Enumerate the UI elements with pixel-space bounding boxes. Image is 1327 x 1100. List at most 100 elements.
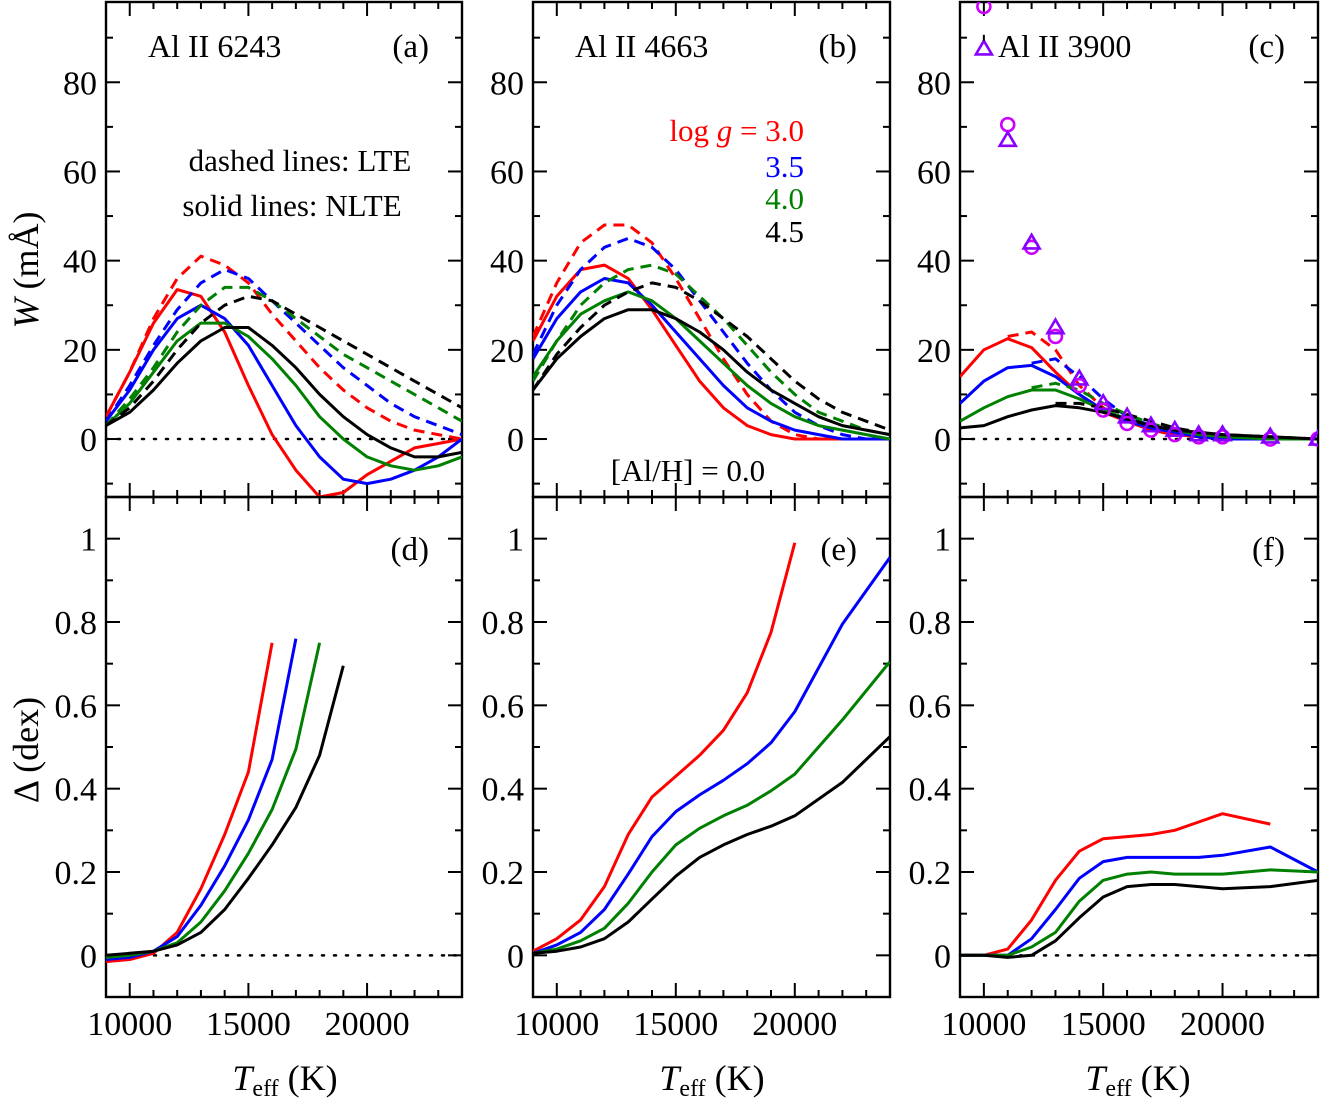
lte-line — [106, 254, 462, 441]
y-tick-label: 60 — [917, 154, 951, 191]
triangle-marker — [1140, 415, 1162, 433]
y-tick-label: 0.2 — [482, 855, 525, 892]
panel-letter: (b) — [819, 29, 857, 65]
nlte-line — [106, 321, 462, 472]
ylabel-top: W (mÅ) — [6, 212, 46, 329]
xlabel-a: Teff (K) — [232, 1058, 337, 1100]
y-tick-label: 0.6 — [909, 688, 952, 725]
nlte-line — [960, 363, 1318, 441]
triangle-marker — [1092, 392, 1114, 411]
y-tick-label: 1 — [934, 522, 951, 559]
nlte-line — [960, 812, 1271, 957]
nlte-line — [533, 556, 890, 955]
note-solid: solid lines: NLTE — [182, 188, 401, 223]
series-group — [533, 223, 890, 441]
legend-g45: 4.5 — [765, 214, 804, 249]
triangle-marker — [1259, 426, 1281, 444]
xlabel-italic: T — [232, 1058, 255, 1098]
nlte-line — [106, 665, 345, 957]
y-tick-label: 20 — [917, 333, 951, 370]
panel-f: 0 0.2 0.4 0.6 0.8 1 10000 15000 20000 (f) — [909, 495, 1320, 1043]
x-tick-label: 10000 — [87, 1006, 172, 1043]
triangle-marker — [1212, 424, 1233, 442]
circle-marker — [1047, 328, 1064, 345]
y-tick-label: 0 — [934, 422, 951, 459]
legend-g30-suffix: = 3.0 — [732, 113, 804, 148]
nlte-line — [106, 326, 462, 459]
lte-line — [533, 263, 890, 437]
nlte-line — [106, 642, 274, 964]
series-group — [960, 2, 1318, 447]
xlabel-sub: eff — [252, 1076, 278, 1100]
series-group — [533, 542, 890, 955]
y-tick-label: 0 — [507, 422, 524, 459]
x-tick-label: 20000 — [1180, 1006, 1265, 1043]
y-tick-label: 0.6 — [55, 688, 98, 725]
y-tick-label: 0.8 — [482, 605, 525, 642]
legend-g30-italic: g — [717, 113, 733, 148]
y-tick-label: 80 — [490, 65, 524, 102]
panel-letter: (a) — [392, 29, 429, 65]
y-tick-label: 40 — [917, 244, 951, 281]
triangle-marker — [1164, 419, 1186, 438]
legend-g35: 3.5 — [765, 149, 804, 184]
lte-line — [533, 236, 890, 441]
y-tick-label: 0.4 — [909, 772, 952, 809]
y-tick-label: 40 — [63, 244, 97, 281]
y-tick-label: 0 — [80, 938, 97, 975]
x-tick-label: 10000 — [941, 1006, 1026, 1043]
xlabel-sub: eff — [679, 1076, 705, 1100]
nlte-line — [533, 542, 797, 953]
panel-a: 0 20 40 60 80 (a) Al II 6243 — [63, 0, 464, 499]
circle-marker — [999, 116, 1016, 133]
panel-letter: (f) — [1252, 532, 1285, 568]
nlte-line — [106, 303, 462, 486]
panel-d: 0 0.2 0.4 0.6 0.8 1 10000 15000 20000 (d) — [55, 495, 464, 1043]
y-tick-label: 0.2 — [55, 855, 98, 892]
lte-line — [1055, 401, 1318, 441]
x-tick-label: 10000 — [514, 1006, 599, 1043]
line-name: Al II 3900 — [998, 28, 1131, 64]
y-tick-label: 0 — [80, 422, 97, 459]
series-group — [960, 812, 1318, 959]
y-tick-label: 0.2 — [909, 855, 952, 892]
legend-g30-prefix: log — [669, 113, 716, 148]
nlte-line — [960, 404, 1318, 441]
nlte-line — [533, 735, 890, 955]
y-tick-label: 0.8 — [55, 605, 98, 642]
y-tick-label: 0 — [934, 938, 951, 975]
x-tick-label: 15000 — [1061, 1006, 1146, 1043]
panel-e: 0 0.2 0.4 0.6 0.8 1 10000 15000 20000 (e) — [482, 495, 892, 1043]
plot-frame — [104, 0, 464, 499]
plot-frame — [531, 495, 892, 999]
nlte-line — [106, 642, 322, 959]
y-tick-label: 0.4 — [55, 772, 98, 809]
y-tick-label: 80 — [63, 65, 97, 102]
circle-marker — [976, 2, 992, 15]
nlte-line — [533, 290, 890, 441]
x-tick-label: 15000 — [206, 1006, 291, 1043]
xlabel-rest: (K) — [279, 1058, 338, 1098]
xlabel-italic: T — [659, 1058, 682, 1098]
legend-g30: log g = 3.0 — [669, 113, 804, 148]
xlabel-b: Teff (K) — [659, 1058, 764, 1100]
panel-letter: (e) — [820, 532, 857, 568]
y-tick-label: 60 — [490, 154, 524, 191]
lte-line — [106, 268, 462, 437]
triangle-marker — [1021, 232, 1042, 250]
triangle-marker — [1045, 316, 1066, 335]
panel-letter: (d) — [391, 532, 429, 568]
series-group — [106, 638, 345, 964]
y-tick-label: 20 — [63, 333, 97, 370]
y-tick-label: 60 — [63, 154, 97, 191]
y-tick-label: 0.4 — [482, 772, 525, 809]
ylabel-bottom: Δ (dex) — [6, 697, 46, 803]
nlte-line — [533, 660, 890, 955]
triangle-marker — [973, 38, 995, 56]
triangle-marker — [1116, 406, 1138, 424]
triangle-marker — [1069, 368, 1090, 386]
y-tick-label: 0 — [507, 938, 524, 975]
lte-line — [1031, 357, 1176, 434]
nlte-line — [960, 845, 1318, 957]
x-tick-label: 20000 — [752, 1006, 837, 1043]
